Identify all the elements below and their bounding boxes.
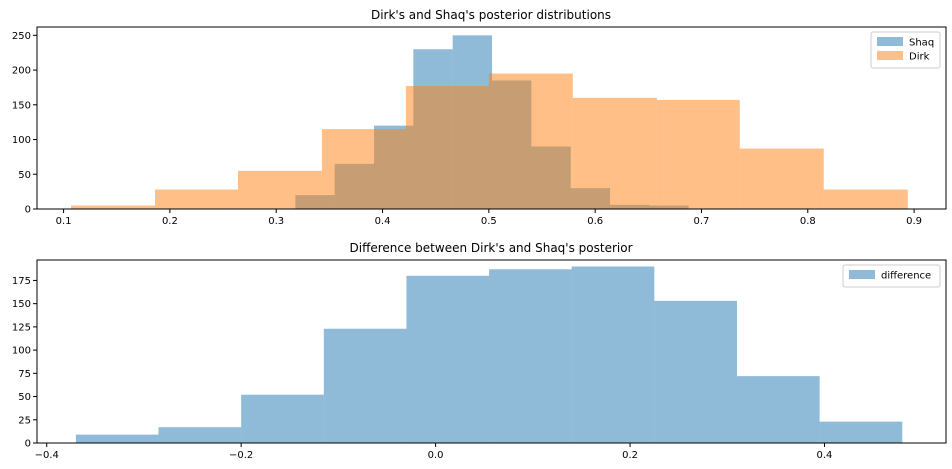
x-tick-label: 0.5: [481, 216, 497, 227]
x-tick-label: 0.4: [817, 450, 833, 461]
histogram-bar: [489, 269, 572, 443]
x-tick-label: 0.6: [587, 216, 603, 227]
legend-swatch: [849, 270, 875, 279]
y-tick-label: 100: [12, 346, 31, 357]
legend-label: Shaq: [909, 38, 934, 49]
histogram-bars: [75, 266, 903, 443]
x-axis-ticks: −0.4 −0.2 0.0 0.2 0.4: [35, 443, 833, 461]
y-tick-label: 75: [18, 369, 31, 380]
y-tick-label: 200: [12, 66, 31, 77]
x-tick-label: 0.2: [622, 450, 638, 461]
x-tick-label: 0.9: [906, 216, 922, 227]
histogram-bar: [321, 129, 406, 209]
histogram-bar: [75, 434, 159, 443]
y-tick-label: 125: [12, 322, 31, 333]
y-tick-label: 50: [18, 170, 31, 181]
y-tick-label: 100: [12, 135, 31, 146]
y-axis-ticks: 0 50 100 150 200 250: [12, 31, 37, 216]
histogram-bar: [656, 99, 740, 209]
y-axis-ticks: 0 25 50 75 100 125 150 175: [12, 276, 37, 450]
y-tick-label: 150: [12, 299, 31, 310]
legend-swatch: [877, 51, 903, 60]
legend-swatch: [877, 37, 903, 46]
x-tick-label: 0.1: [56, 216, 72, 227]
y-tick-label: 175: [12, 276, 31, 287]
x-tick-label: −0.2: [229, 450, 253, 461]
histogram-bar: [572, 97, 657, 209]
histogram-bar: [158, 427, 242, 443]
histogram-bar: [571, 266, 655, 443]
y-tick-label: 0: [25, 205, 31, 216]
histogram-bar: [823, 189, 908, 209]
histogram-bars: [71, 35, 908, 210]
y-tick-label: 50: [18, 392, 31, 403]
legend-label: difference: [881, 271, 931, 282]
histogram-bar: [654, 300, 737, 443]
difference-chart: Difference between Dirk's and Shaq's pos…: [12, 241, 947, 461]
legend: difference: [842, 264, 941, 288]
x-tick-label: 0.3: [268, 216, 284, 227]
legend: Shaq Dirk: [870, 31, 941, 69]
chart-title: Dirk's and Shaq's posterior distribution…: [371, 8, 611, 22]
histogram-bar: [323, 328, 407, 443]
y-tick-label: 0: [25, 439, 31, 450]
histogram-bar: [736, 376, 820, 443]
histogram-bar: [488, 73, 573, 209]
histogram-bar: [819, 421, 903, 443]
plot-frame: [36, 259, 947, 444]
histogram-bar: [405, 86, 489, 209]
x-tick-label: −0.4: [35, 450, 59, 461]
y-tick-label: 25: [18, 415, 31, 426]
x-tick-label: 0.7: [694, 216, 710, 227]
plot-frame: [36, 26, 947, 210]
histogram-bar: [155, 189, 238, 209]
histogram-bar: [71, 205, 156, 209]
x-tick-label: 0.0: [428, 450, 444, 461]
x-tick-label: 0.8: [800, 216, 816, 227]
x-axis-ticks: 0.1 0.2 0.3 0.4 0.5 0.6 0.7 0.8 0.9: [56, 209, 922, 227]
histogram-bar: [406, 275, 490, 443]
posterior-distributions-chart: Dirk's and Shaq's posterior distribution…: [12, 8, 947, 227]
histogram-bar: [241, 394, 324, 443]
histogram-bar: [237, 170, 322, 209]
histogram-bar: [739, 148, 824, 209]
x-tick-label: 0.2: [162, 216, 178, 227]
legend-label: Dirk: [909, 52, 930, 63]
y-tick-label: 250: [12, 31, 31, 42]
chart-title: Difference between Dirk's and Shaq's pos…: [350, 241, 633, 255]
x-tick-label: 0.4: [375, 216, 391, 227]
y-tick-label: 150: [12, 100, 31, 111]
